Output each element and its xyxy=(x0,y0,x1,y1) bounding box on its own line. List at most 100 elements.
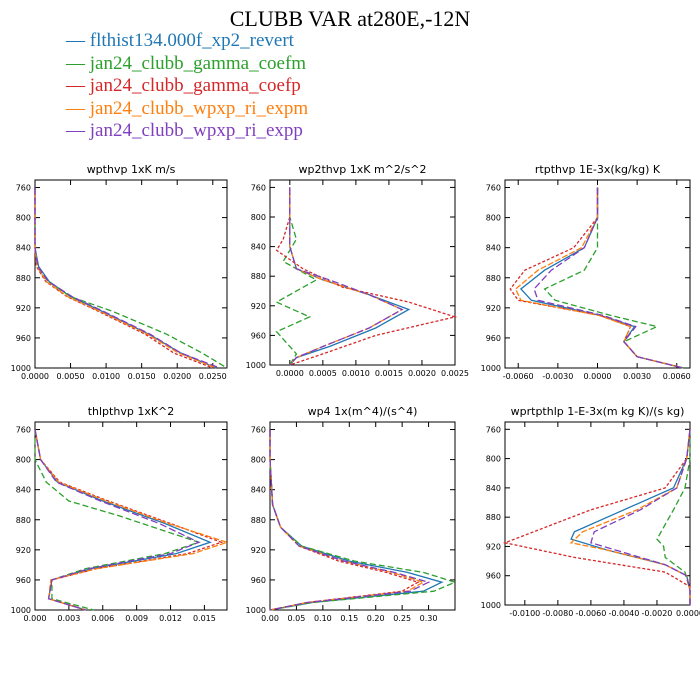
legend-item: — jan24_clubb_wpxp_ri_expm xyxy=(66,98,308,121)
x-tick-label: 0.0005 xyxy=(309,369,337,378)
y-tick-label: 1000 xyxy=(246,361,266,370)
y-tick-label: 800 xyxy=(251,213,266,222)
x-tick-label: 0.0050 xyxy=(57,372,85,381)
y-tick-label: 880 xyxy=(486,513,501,522)
x-tick-label: -0.0040 xyxy=(608,609,639,618)
legend: — flthist134.000f_xp2_revert — jan24_clu… xyxy=(66,30,308,143)
series-line-5 xyxy=(289,187,404,366)
y-tick-label: 960 xyxy=(251,576,266,585)
y-tick-label: 920 xyxy=(16,546,31,555)
x-tick-label: 0.0150 xyxy=(128,372,156,381)
legend-dash: — xyxy=(66,120,85,141)
series-line-5 xyxy=(34,429,201,611)
y-tick-label: 760 xyxy=(251,183,266,192)
series-line-2 xyxy=(269,429,457,611)
series-line-4 xyxy=(34,187,217,369)
y-tick-label: 1000 xyxy=(481,364,501,373)
x-tick-label: 0.0020 xyxy=(408,369,436,378)
x-tick-label: 0.0000 xyxy=(584,372,612,381)
y-tick-label: 760 xyxy=(486,184,501,193)
series-line-3 xyxy=(502,429,691,605)
series-line-4 xyxy=(514,187,684,369)
series-line-4 xyxy=(269,429,425,611)
panel-title: wprtpthlp 1-E-3x(m kg K)/(s kg) xyxy=(511,405,685,418)
x-tick-label: -0.0020 xyxy=(642,609,673,618)
series-line-3 xyxy=(34,429,224,611)
x-tick-label: -0.0060 xyxy=(503,372,534,381)
x-tick-label: 0.0030 xyxy=(623,372,651,381)
x-tick-label: 0.0000 xyxy=(21,372,49,381)
y-tick-label: 760 xyxy=(16,426,31,435)
panel-2: wp2thvp 1xK m^2/s^2 760 800 840 880 920 960 100… xyxy=(246,163,469,378)
y-tick-label: 800 xyxy=(16,456,31,465)
series-line-1 xyxy=(570,429,691,605)
x-tick-label: 0.0025 xyxy=(441,369,469,378)
series-line-5 xyxy=(34,187,221,369)
series-line-2 xyxy=(656,429,691,605)
y-tick-label: 840 xyxy=(251,243,266,252)
legend-item: — jan24_clubb_gamma_coefm xyxy=(66,53,308,76)
x-tick-label: 0.003 xyxy=(57,614,80,623)
y-tick-label: 960 xyxy=(16,334,31,343)
y-tick-label: 840 xyxy=(16,486,31,495)
legend-label: jan24_clubb_wpxp_ri_expm xyxy=(89,97,309,119)
y-tick-label: 800 xyxy=(16,214,31,223)
legend-dash: — xyxy=(66,30,85,51)
legend-dash: — xyxy=(66,97,85,119)
x-tick-label: 0.0200 xyxy=(163,372,191,381)
x-tick-label: 0.000 xyxy=(24,614,47,623)
x-tick-label: 0.0100 xyxy=(92,372,120,381)
y-tick-label: 1000 xyxy=(246,606,266,615)
y-tick-label: 760 xyxy=(16,184,31,193)
legend-item: — jan24_clubb_gamma_coefp xyxy=(66,75,308,98)
series-line-3 xyxy=(34,187,214,369)
x-tick-label: 0.30 xyxy=(420,614,438,623)
figure-title: CLUBB VAR at280E,-12N xyxy=(229,6,471,31)
series-line-2 xyxy=(34,187,228,369)
y-tick-label: 880 xyxy=(486,274,501,283)
legend-label: jan24_clubb_gamma_coefm xyxy=(89,52,307,74)
series-line-1 xyxy=(34,187,217,369)
legend-label: jan24_clubb_wpxp_ri_expp xyxy=(89,120,303,141)
x-tick-label: 0.10 xyxy=(314,614,332,623)
panel-title: wpthvp 1xK m/s xyxy=(87,163,176,176)
legend-item: — jan24_clubb_wpxp_ri_expp xyxy=(66,120,308,143)
x-tick-label: 0.0015 xyxy=(375,369,403,378)
x-tick-label: -0.0100 xyxy=(509,609,540,618)
panel-title: thlpthvp 1xK^2 xyxy=(88,405,175,418)
panel-title: wp4 1x(m^4)/(s^4) xyxy=(308,405,418,418)
series-line-3 xyxy=(509,187,684,369)
x-tick-label: 0.006 xyxy=(91,614,114,623)
legend-item: — flthist134.000f_xp2_revert xyxy=(66,30,308,53)
plot-frame xyxy=(34,421,228,611)
panel-title: rtpthvp 1E-3x(kg/kg) K xyxy=(535,163,661,176)
x-tick-label: 0.0010 xyxy=(342,369,370,378)
y-tick-label: 840 xyxy=(486,484,501,493)
y-tick-label: 920 xyxy=(16,304,31,313)
legend-label: flthist134.000f_xp2_revert xyxy=(89,30,294,51)
x-tick-label: -0.0060 xyxy=(575,609,606,618)
legend-dash: — xyxy=(66,75,85,96)
panel-3: rtpthvp 1E-3x(kg/kg) K 760 800 840 880 920 960… xyxy=(481,163,691,381)
plot-frame xyxy=(504,421,691,606)
series-line-5 xyxy=(269,429,431,611)
series-line-4 xyxy=(569,429,691,605)
series-line-3 xyxy=(269,429,420,611)
y-tick-label: 960 xyxy=(486,572,501,581)
panel-5: wp4 1x(m^4)/(s^4)76080084088092096010000… xyxy=(246,405,457,623)
legend-dash: — xyxy=(66,52,85,74)
series-line-4 xyxy=(289,187,404,366)
x-tick-label: 0.25 xyxy=(393,614,411,623)
plot-frame xyxy=(269,421,456,611)
y-tick-label: 880 xyxy=(251,516,266,525)
plot-frame xyxy=(34,179,228,369)
series-line-1 xyxy=(34,429,212,611)
series-line-1 xyxy=(289,187,411,366)
y-tick-label: 920 xyxy=(486,304,501,313)
y-tick-label: 800 xyxy=(251,456,266,465)
x-tick-label: 0.0250 xyxy=(199,372,227,381)
y-tick-label: 880 xyxy=(16,516,31,525)
series-line-2 xyxy=(34,429,201,611)
series-line-4 xyxy=(34,429,230,611)
x-tick-label: 0.20 xyxy=(367,614,385,623)
